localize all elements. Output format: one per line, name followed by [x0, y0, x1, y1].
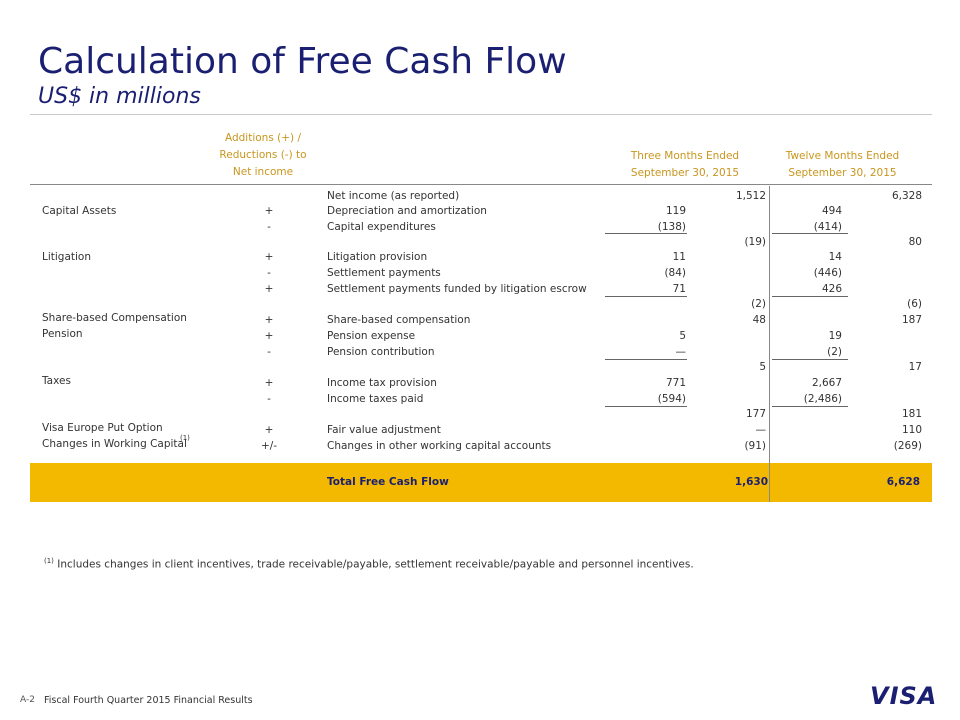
- subtotal-underline: [605, 406, 687, 407]
- page-number: A-2: [20, 695, 35, 705]
- subtotal-underline: [772, 233, 848, 234]
- row-q-total: (19): [744, 236, 766, 248]
- row-y-total: 187: [901, 314, 922, 326]
- row-item: Depreciation and amortization: [327, 205, 487, 217]
- row-q-total: 177: [745, 408, 766, 420]
- row-category: Taxes: [42, 375, 71, 387]
- row-category: Litigation: [42, 251, 92, 263]
- visa-logo: VISA: [870, 682, 938, 710]
- row-q-total: —: [755, 424, 767, 436]
- row-q-detail: 5: [679, 330, 686, 342]
- row-y-detail: 2,667: [811, 377, 842, 389]
- row-q-total: 48: [752, 314, 766, 326]
- column-header-twelve-months: Twelve Months Ended September 30, 2015: [785, 150, 900, 179]
- footnote-text: Includes changes in client incentives, t…: [57, 558, 694, 571]
- row-q-detail: 119: [665, 205, 686, 217]
- row-category: Pension: [42, 328, 83, 340]
- subtotal-underline: [605, 233, 687, 234]
- row-item: Settlement payments: [327, 267, 441, 279]
- page-title: Calculation of Free Cash Flow: [38, 41, 567, 82]
- row-sign: -: [267, 267, 271, 279]
- row-item: Settlement payments funded by litigation…: [327, 283, 587, 295]
- row-q-total: 5: [759, 361, 766, 373]
- row-sign: +/-: [260, 440, 278, 452]
- subtotal-underline: [605, 296, 687, 297]
- row-y-total: 6,328: [891, 190, 922, 202]
- subtotal-underline: [772, 406, 848, 407]
- header-divider: [30, 184, 932, 185]
- row-q-detail: 71: [672, 283, 686, 295]
- total-y-value: 6,628: [886, 476, 920, 488]
- row-sign: +: [264, 377, 274, 389]
- row-q-total: (2): [751, 298, 766, 310]
- row-item: Income taxes paid: [327, 393, 424, 405]
- row-sign: +: [264, 314, 274, 326]
- row-q-total: (91): [744, 440, 766, 452]
- footer-text: Fiscal Fourth Quarter 2015 Financial Res…: [44, 695, 253, 706]
- row-y-total: 17: [908, 361, 922, 373]
- row-y-total: (6): [907, 298, 922, 310]
- row-category: Visa Europe Put Option: [42, 422, 163, 434]
- row-item: Capital expenditures: [327, 221, 436, 233]
- row-item: Share-based compensation: [327, 314, 471, 326]
- row-sign: +: [264, 424, 274, 436]
- footnote: (1) Includes changes in client incentive…: [44, 557, 694, 571]
- row-q-detail: —: [675, 346, 687, 358]
- column-header-three-months: Three Months Ended September 30, 2015: [630, 150, 740, 179]
- row-item: Litigation provision: [327, 251, 428, 263]
- row-y-detail: 19: [828, 330, 842, 342]
- row-y-detail: 494: [821, 205, 842, 217]
- row-y-detail: (446): [813, 267, 842, 279]
- total-q-value: 1,630: [734, 476, 768, 488]
- row-item: Income tax provision: [327, 377, 437, 389]
- row-q-detail: (594): [657, 393, 686, 405]
- title-divider: [30, 114, 932, 115]
- row-y-total: 80: [908, 236, 922, 248]
- row-sign: +: [264, 283, 274, 295]
- row-y-total: 110: [901, 424, 922, 436]
- row-q-detail: (84): [664, 267, 686, 279]
- working-capital-footnote-marker: (1): [180, 434, 190, 442]
- row-sign: +: [264, 330, 274, 342]
- row-item: Fair value adjustment: [327, 424, 441, 436]
- row-sign: -: [267, 393, 271, 405]
- row-sign: -: [267, 346, 271, 358]
- row-category: Capital Assets: [42, 205, 117, 217]
- subtotal-underline: [772, 296, 848, 297]
- row-q-total: 1,512: [735, 190, 766, 202]
- row-y-detail: (2,486): [803, 393, 842, 405]
- row-item: Pension expense: [327, 330, 416, 342]
- row-sign: +: [264, 251, 274, 263]
- row-q-detail: (138): [657, 221, 686, 233]
- column-header-additions: Additions (+) / Reductions (-) to Net in…: [219, 132, 307, 178]
- page-subtitle: US$ in millions: [38, 84, 201, 109]
- row-y-detail: (414): [813, 221, 842, 233]
- subtotal-underline: [772, 359, 848, 360]
- row-y-detail: 14: [828, 251, 842, 263]
- row-item: Net income (as reported): [327, 190, 460, 202]
- row-sign: -: [267, 221, 271, 233]
- column-divider: [769, 186, 770, 502]
- total-label: Total Free Cash Flow: [327, 476, 449, 488]
- row-item: Pension contribution: [327, 346, 435, 358]
- total-row: Total Free Cash Flow 1,630 6,628: [30, 463, 932, 502]
- row-category: Changes in Working Capital: [42, 438, 187, 450]
- row-sign: +: [264, 205, 274, 217]
- row-y-total: (269): [893, 440, 922, 452]
- subtotal-underline: [605, 359, 687, 360]
- row-q-detail: 771: [665, 377, 686, 389]
- row-item: Changes in other working capital account…: [327, 440, 552, 452]
- footnote-marker: (1): [44, 557, 54, 565]
- row-y-detail: 426: [821, 283, 842, 295]
- row-q-detail: 11: [672, 251, 686, 263]
- row-y-total: 181: [901, 408, 922, 420]
- row-y-detail: (2): [827, 346, 842, 358]
- row-category: Share-based Compensation: [42, 312, 187, 324]
